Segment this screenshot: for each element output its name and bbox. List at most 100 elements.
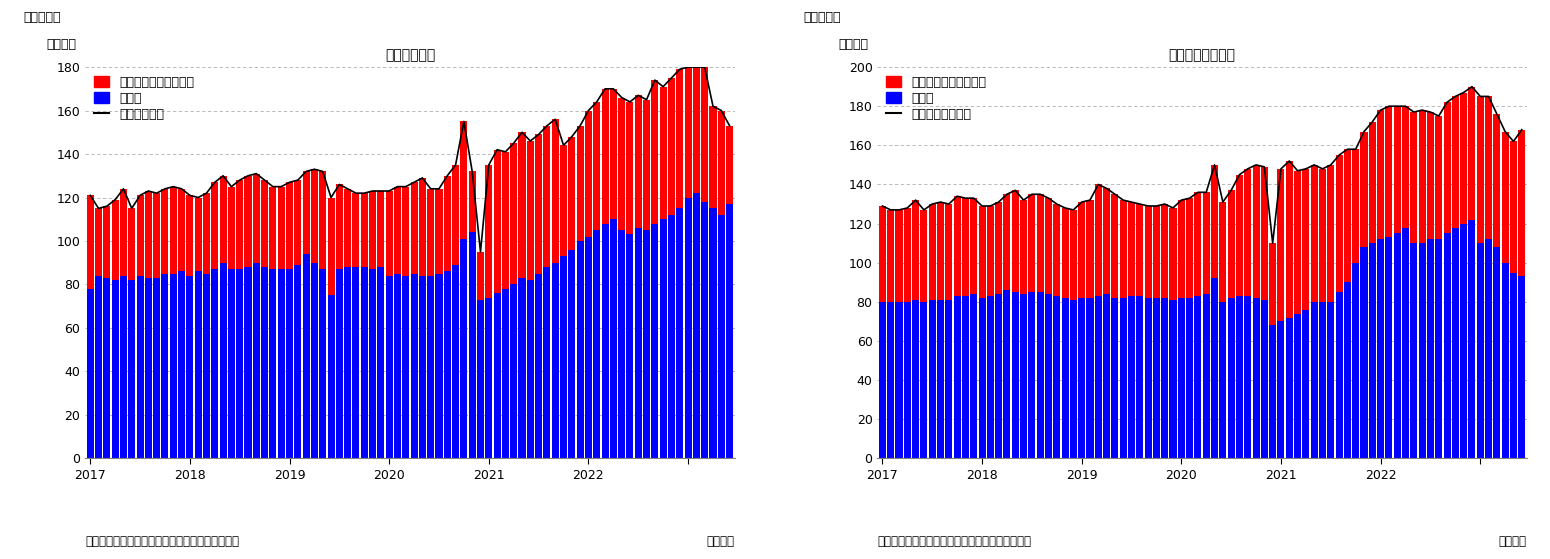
Bar bbox=[552, 119, 558, 263]
Bar bbox=[1336, 292, 1342, 458]
Bar bbox=[236, 269, 243, 458]
Bar bbox=[896, 210, 902, 302]
Bar bbox=[186, 276, 194, 458]
Bar bbox=[1045, 198, 1052, 294]
Bar bbox=[1468, 87, 1476, 220]
Bar bbox=[618, 97, 625, 230]
Bar bbox=[1443, 233, 1451, 458]
Bar bbox=[277, 187, 285, 269]
Bar bbox=[1294, 171, 1300, 314]
Bar bbox=[1235, 174, 1243, 296]
Bar bbox=[336, 184, 343, 269]
Bar bbox=[377, 191, 384, 267]
Bar bbox=[879, 206, 887, 302]
Bar bbox=[693, 193, 701, 458]
Bar bbox=[1228, 190, 1235, 298]
Bar bbox=[253, 263, 260, 458]
Bar bbox=[887, 302, 894, 458]
Bar bbox=[1094, 296, 1102, 458]
Bar bbox=[1269, 243, 1276, 325]
Bar bbox=[963, 296, 969, 458]
Bar bbox=[245, 176, 251, 267]
Bar bbox=[1220, 202, 1226, 302]
Title: 住宅着工許可件数: 住宅着工許可件数 bbox=[1169, 48, 1235, 61]
Bar bbox=[896, 302, 902, 458]
Bar bbox=[601, 224, 609, 458]
Bar bbox=[394, 187, 401, 273]
Bar bbox=[1235, 296, 1243, 458]
Bar bbox=[725, 204, 733, 458]
Bar bbox=[987, 296, 994, 458]
Bar bbox=[1485, 239, 1493, 458]
Bar bbox=[1094, 184, 1102, 296]
Bar bbox=[1319, 302, 1325, 458]
Bar bbox=[1428, 112, 1434, 239]
Bar bbox=[394, 273, 401, 458]
Bar bbox=[418, 276, 426, 458]
Bar bbox=[685, 67, 691, 197]
Bar bbox=[978, 298, 986, 458]
Bar bbox=[344, 267, 352, 458]
Bar bbox=[1428, 239, 1434, 458]
Bar bbox=[1228, 298, 1235, 458]
Bar bbox=[1327, 165, 1335, 302]
Bar bbox=[136, 195, 144, 276]
Bar bbox=[1054, 204, 1060, 296]
Bar bbox=[643, 100, 649, 230]
Bar bbox=[403, 187, 409, 276]
Bar bbox=[1087, 200, 1093, 298]
Bar bbox=[119, 189, 127, 276]
Legend: 集合住宅（二戸以上）, 戸建て, 住宅建築許可件数: 集合住宅（二戸以上）, 戸建て, 住宅建築許可件数 bbox=[883, 73, 989, 124]
Bar bbox=[203, 273, 209, 458]
Bar bbox=[710, 106, 716, 209]
Bar bbox=[1336, 155, 1342, 292]
Bar bbox=[1519, 130, 1525, 276]
Bar bbox=[1510, 141, 1517, 272]
Bar bbox=[287, 269, 293, 458]
Bar bbox=[594, 230, 600, 458]
Bar bbox=[1178, 298, 1184, 458]
Bar bbox=[436, 189, 442, 273]
Bar bbox=[260, 180, 268, 267]
Bar bbox=[377, 267, 384, 458]
Bar bbox=[584, 236, 592, 458]
Bar bbox=[277, 269, 285, 458]
Bar bbox=[1452, 96, 1459, 228]
Bar bbox=[1104, 188, 1110, 294]
Bar bbox=[725, 126, 733, 204]
Bar bbox=[312, 263, 318, 458]
Bar bbox=[1245, 169, 1251, 296]
Bar bbox=[1468, 220, 1476, 458]
Bar bbox=[1410, 112, 1417, 243]
Bar bbox=[502, 289, 508, 458]
Bar bbox=[946, 300, 952, 458]
Bar bbox=[1403, 106, 1409, 228]
Bar bbox=[477, 300, 484, 458]
Bar bbox=[361, 267, 367, 458]
Bar bbox=[1286, 161, 1293, 318]
Text: （図表１）: （図表１） bbox=[23, 11, 60, 24]
Bar bbox=[386, 191, 392, 276]
Bar bbox=[928, 204, 936, 300]
Bar bbox=[477, 252, 484, 300]
Bar bbox=[643, 230, 649, 458]
Bar bbox=[1119, 200, 1127, 298]
Bar bbox=[1502, 263, 1508, 458]
Bar bbox=[946, 204, 952, 300]
Bar bbox=[1352, 149, 1359, 263]
Bar bbox=[1369, 122, 1376, 243]
Bar bbox=[1502, 131, 1508, 263]
Bar bbox=[519, 132, 525, 278]
Bar bbox=[1178, 200, 1184, 298]
Bar bbox=[186, 195, 194, 276]
Bar bbox=[1410, 243, 1417, 458]
Bar bbox=[1418, 110, 1426, 243]
Bar bbox=[1119, 298, 1127, 458]
Bar bbox=[1203, 294, 1209, 458]
Bar bbox=[1386, 237, 1392, 458]
Bar bbox=[211, 269, 219, 458]
Bar bbox=[911, 200, 919, 300]
Bar bbox=[1319, 169, 1325, 302]
Bar bbox=[327, 197, 335, 295]
Bar bbox=[1020, 294, 1028, 458]
